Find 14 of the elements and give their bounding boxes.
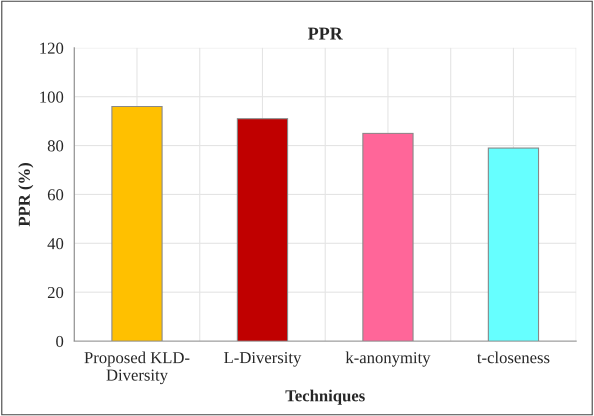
x-tick-label: Proposed KLD-Diversity <box>84 352 190 384</box>
x-tick-label: t-closeness <box>477 352 550 364</box>
x-tick-label: L-Diversity <box>224 352 302 367</box>
y-tick-label: 20 <box>48 286 64 298</box>
y-axis-title: PPR (%) <box>18 163 34 226</box>
y-tick-label: 40 <box>47 238 64 250</box>
y-tick-label: 60 <box>48 189 64 200</box>
y-tick-label: 80 <box>48 140 64 152</box>
y-tick-label: 0 <box>56 336 64 348</box>
y-tick-label: 120 <box>40 42 64 54</box>
x-axis-title: Techniques <box>285 390 365 405</box>
x-tick-label: k-anonymity <box>346 352 430 367</box>
chart-title: PPR <box>308 28 343 40</box>
y-tick-label: 100 <box>40 91 64 103</box>
